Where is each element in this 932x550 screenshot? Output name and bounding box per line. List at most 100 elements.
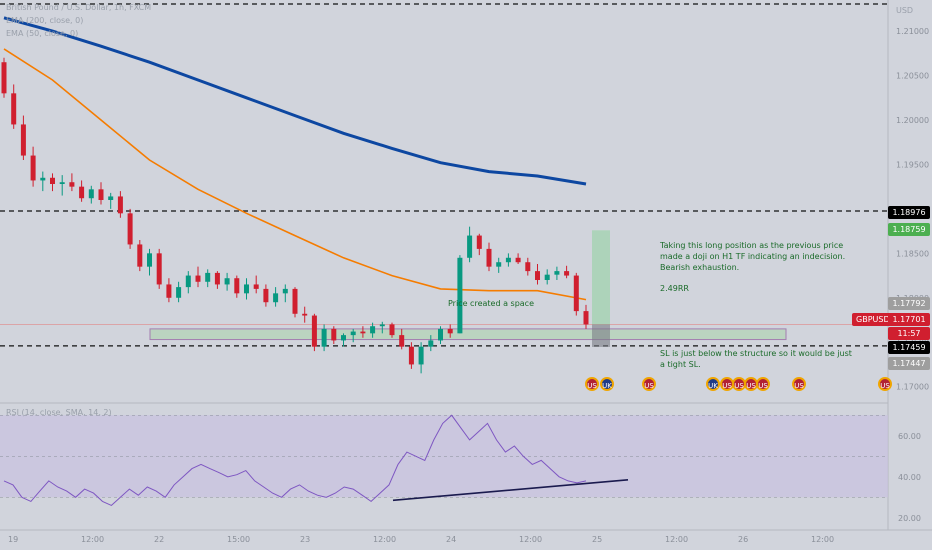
candles-layer bbox=[1, 57, 589, 374]
candle-body bbox=[185, 275, 191, 288]
time-tick-label: 12:00 bbox=[373, 535, 396, 544]
ema200-line bbox=[3, 16, 587, 186]
candle-body bbox=[234, 278, 240, 294]
time-tick-label: 12:00 bbox=[665, 535, 688, 544]
candle-body bbox=[30, 155, 36, 181]
symbol-price-tag: GBPUSD bbox=[852, 313, 894, 326]
price-tag: 1.17701 bbox=[888, 313, 930, 326]
time-tick-label: 12:00 bbox=[811, 535, 834, 544]
candle-body bbox=[457, 257, 463, 334]
candle-body bbox=[447, 328, 453, 334]
target-zone bbox=[592, 230, 610, 325]
candle-body bbox=[292, 288, 298, 314]
price-tag: 1.18759 bbox=[888, 223, 930, 236]
trade-note: Taking this long position as the previou… bbox=[660, 241, 846, 272]
candle-body bbox=[476, 235, 482, 249]
candle-body bbox=[88, 189, 94, 199]
candle-body bbox=[137, 244, 143, 267]
price-tick-label: 1.19500 bbox=[896, 160, 929, 169]
time-tick-label: 23 bbox=[300, 535, 310, 544]
rsi-axis: 60.00 40.00 20.00 bbox=[898, 432, 921, 523]
candle-body bbox=[127, 213, 133, 245]
stop-zone bbox=[592, 324, 610, 347]
candle-body bbox=[302, 313, 308, 316]
candle-body bbox=[108, 196, 114, 200]
candle-body bbox=[79, 186, 85, 199]
candle-body bbox=[311, 315, 317, 347]
us-flag-icon[interactable]: US bbox=[720, 377, 734, 391]
rsi-legend[interactable]: RSI (14, close, SMA, 14, 2) bbox=[6, 408, 112, 417]
candle-body bbox=[408, 346, 414, 365]
candle-body bbox=[496, 262, 502, 267]
candle-body bbox=[117, 196, 123, 214]
rsi-line bbox=[3, 414, 587, 506]
candle-body bbox=[214, 272, 220, 285]
time-tick-label: 12:00 bbox=[519, 535, 542, 544]
us-flag-icon[interactable]: US bbox=[756, 377, 770, 391]
support-zone-layer bbox=[0, 324, 888, 341]
candle-body bbox=[467, 235, 473, 258]
candle-body bbox=[40, 177, 46, 181]
long-position-tool[interactable] bbox=[592, 230, 610, 347]
us-flag-icon[interactable]: US bbox=[792, 377, 806, 391]
ema50-line bbox=[3, 48, 587, 301]
candle-body bbox=[282, 288, 288, 294]
candle-body bbox=[205, 272, 211, 282]
candle-body bbox=[156, 253, 162, 285]
candle-body bbox=[195, 275, 201, 282]
rsi-panel bbox=[0, 414, 888, 506]
candle-body bbox=[535, 271, 540, 280]
candle-body bbox=[147, 253, 152, 267]
time-tick-label: 19 bbox=[8, 535, 18, 544]
time-tick-label: 22 bbox=[154, 535, 164, 544]
candle-body bbox=[331, 328, 337, 341]
candle-body bbox=[176, 287, 182, 298]
symbol-legend[interactable]: British Pound / U.S. Dollar, 1h, FXCM bbox=[6, 3, 152, 12]
candle-body bbox=[341, 335, 346, 341]
candle-body bbox=[389, 324, 395, 336]
rsi-tick-label: 20.00 bbox=[898, 514, 921, 523]
candle-body bbox=[573, 275, 579, 312]
uk-flag-icon[interactable]: UK bbox=[706, 377, 720, 391]
us-flag-icon[interactable]: US bbox=[642, 377, 656, 391]
currency-label: USD bbox=[896, 6, 914, 15]
rsi-tick-label: 40.00 bbox=[898, 473, 921, 482]
ema200-legend[interactable]: EMA (200, close, 0) bbox=[6, 16, 84, 25]
price-tag: 1.17447 bbox=[888, 357, 930, 370]
candle-body bbox=[428, 340, 434, 347]
rsi-trendline bbox=[392, 479, 629, 502]
time-tick-label: 24 bbox=[446, 535, 456, 544]
candle-body bbox=[438, 328, 443, 341]
candle-body bbox=[515, 257, 521, 263]
candle-body bbox=[263, 288, 269, 303]
candle-body bbox=[11, 93, 17, 125]
candle-body bbox=[1, 62, 7, 94]
candle-body bbox=[544, 274, 550, 280]
time-tick-label: 25 bbox=[592, 535, 602, 544]
candle-body bbox=[244, 284, 249, 294]
support-zone bbox=[149, 328, 787, 341]
candle-body bbox=[486, 248, 492, 267]
rr-label: 2.49RR bbox=[660, 284, 689, 293]
candle-body bbox=[224, 278, 230, 285]
price-tick-label: 1.18500 bbox=[896, 249, 929, 258]
candle-body bbox=[69, 182, 75, 187]
candle-body bbox=[321, 328, 327, 347]
candle-body bbox=[350, 331, 356, 336]
candle-body bbox=[98, 189, 104, 200]
uk-flag-icon[interactable]: UK bbox=[600, 377, 614, 391]
us-flag-icon[interactable]: US bbox=[585, 377, 599, 391]
candle-body bbox=[379, 324, 385, 327]
us-flag-icon[interactable]: US bbox=[878, 377, 892, 391]
candle-body bbox=[554, 271, 560, 275]
ema50-legend[interactable]: EMA (50, close, 0) bbox=[6, 29, 79, 38]
time-tick-label: 26 bbox=[738, 535, 748, 544]
time-tick-label: 12:00 bbox=[81, 535, 104, 544]
price-tick-label: 1.20000 bbox=[896, 116, 929, 125]
time-axis[interactable]: 19 12:00 22 15:00 23 12:00 24 12:00 25 12:00 26 12:… bbox=[8, 535, 834, 544]
candle-body bbox=[525, 262, 531, 272]
price-tick-label: 1.20500 bbox=[896, 72, 929, 81]
price-tag: 1.17459 bbox=[888, 341, 930, 354]
candle-body bbox=[399, 335, 405, 347]
